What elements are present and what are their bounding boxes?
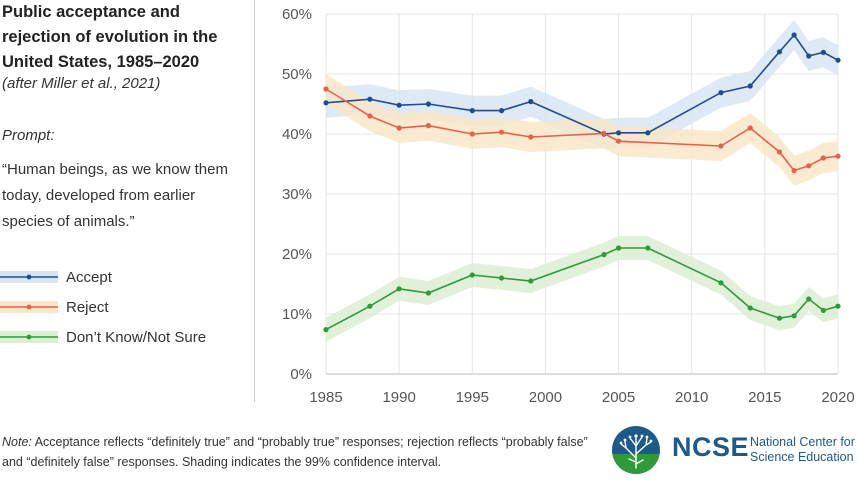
y-tick-label: 20% xyxy=(282,246,312,263)
data-point-accept xyxy=(323,100,329,106)
data-point-reject xyxy=(806,163,812,169)
data-point-reject xyxy=(498,129,505,135)
data-point-accept xyxy=(806,53,812,59)
legend: Accept Reject Don’t Know/Not Sure xyxy=(0,262,206,352)
x-tick-label: 1990 xyxy=(382,389,415,406)
data-point-accept xyxy=(396,102,402,108)
logo-full-name: National Center for Science Education xyxy=(750,435,855,465)
data-point-dont-know xyxy=(776,315,783,321)
data-point-accept xyxy=(820,49,826,56)
logo-name-line1: National Center for xyxy=(750,435,855,449)
data-point-reject xyxy=(820,155,826,161)
data-point-reject xyxy=(791,168,797,174)
data-point-accept xyxy=(615,130,622,136)
data-point-dont-know xyxy=(718,280,724,286)
data-point-dont-know xyxy=(791,313,797,319)
data-point-accept xyxy=(791,32,797,38)
data-point-reject xyxy=(528,134,534,140)
chart-subtitle: (after Miller et al., 2021) xyxy=(2,75,161,92)
data-point-accept xyxy=(469,108,475,114)
confidence-band-reject xyxy=(326,74,838,186)
y-tick-label: 30% xyxy=(282,186,312,203)
chart-note: Note: Acceptance reflects “definitely tr… xyxy=(2,432,592,472)
y-tick-label: 0% xyxy=(290,366,312,383)
x-tick-label: 1985 xyxy=(309,389,342,406)
tree-of-life-icon xyxy=(612,426,660,474)
x-tick-label: 2020 xyxy=(821,389,854,406)
data-point-accept xyxy=(367,96,373,102)
data-point-dont-know xyxy=(615,245,622,251)
data-point-accept xyxy=(528,99,534,105)
data-point-reject xyxy=(396,125,402,131)
x-tick-label: 2000 xyxy=(529,389,562,406)
legend-item-accept: Accept xyxy=(0,262,206,292)
data-point-dont-know xyxy=(835,303,841,309)
ncse-logo: NCSE National Center for Science Educati… xyxy=(610,424,855,476)
legend-swatch-accept xyxy=(0,271,58,283)
data-point-reject xyxy=(367,113,373,119)
note-prefix: Note: xyxy=(2,435,32,449)
data-point-dont-know xyxy=(396,286,402,292)
legend-label-accept: Accept xyxy=(66,268,112,286)
data-point-accept xyxy=(425,101,431,107)
data-point-accept xyxy=(835,57,841,63)
data-point-dont-know xyxy=(528,278,534,284)
data-point-accept xyxy=(718,90,724,96)
data-point-dont-know xyxy=(498,275,505,281)
data-point-reject xyxy=(835,153,841,159)
y-tick-label: 40% xyxy=(282,126,312,143)
data-point-reject xyxy=(747,125,753,131)
x-tick-label: 1995 xyxy=(456,389,489,406)
series-line-reject xyxy=(325,88,839,172)
data-point-dont-know xyxy=(820,307,826,313)
x-tick-label: 2010 xyxy=(675,389,708,406)
data-point-accept xyxy=(747,83,753,89)
data-point-reject xyxy=(469,131,475,137)
y-tick-label: 60% xyxy=(282,6,312,23)
data-point-dont-know xyxy=(367,303,373,309)
legend-swatch-dont-know xyxy=(0,331,58,343)
line-chart: 0% 10% 20% 30% 40% 50% 60% 1985 1990 1995 2000 2005… xyxy=(282,6,855,406)
legend-swatch-reject xyxy=(0,301,58,313)
data-point-accept xyxy=(498,108,505,114)
y-tick-label: 50% xyxy=(282,66,312,83)
prompt-text: “Human beings, as we know them today, de… xyxy=(2,161,228,230)
data-point-reject xyxy=(718,143,724,149)
legend-item-dont-know: Don’t Know/Not Sure xyxy=(0,322,206,352)
y-tick-label: 10% xyxy=(282,306,312,323)
panel-divider xyxy=(254,0,255,402)
logo-wordmark: NCSE xyxy=(672,432,750,462)
data-point-accept xyxy=(645,130,651,136)
chart-title: Public acceptance and rejection of evolu… xyxy=(2,3,218,71)
data-point-dont-know xyxy=(806,296,812,302)
data-point-reject xyxy=(601,130,607,136)
legend-label-reject: Reject xyxy=(66,298,109,316)
data-point-dont-know xyxy=(425,290,431,296)
x-tick-label: 2015 xyxy=(748,389,781,406)
data-point-dont-know xyxy=(469,272,475,278)
data-point-reject xyxy=(776,149,783,155)
prompt-label: Prompt: xyxy=(2,127,55,144)
legend-label-dont-know: Don’t Know/Not Sure xyxy=(66,328,207,346)
data-point-reject xyxy=(425,123,431,129)
data-point-dont-know xyxy=(601,252,607,258)
x-tick-label: 2005 xyxy=(602,389,635,406)
logo-name-line2: Science Education xyxy=(750,450,854,464)
legend-item-reject: Reject xyxy=(0,292,206,322)
note-text: Acceptance reflects “definitely true” an… xyxy=(2,435,588,469)
data-point-accept xyxy=(776,49,783,55)
data-point-dont-know xyxy=(323,327,329,333)
data-point-reject xyxy=(615,138,622,144)
confidence-band-dont-know xyxy=(326,236,838,342)
data-point-dont-know xyxy=(747,305,753,311)
data-point-reject xyxy=(323,86,329,92)
data-point-dont-know xyxy=(645,245,651,251)
